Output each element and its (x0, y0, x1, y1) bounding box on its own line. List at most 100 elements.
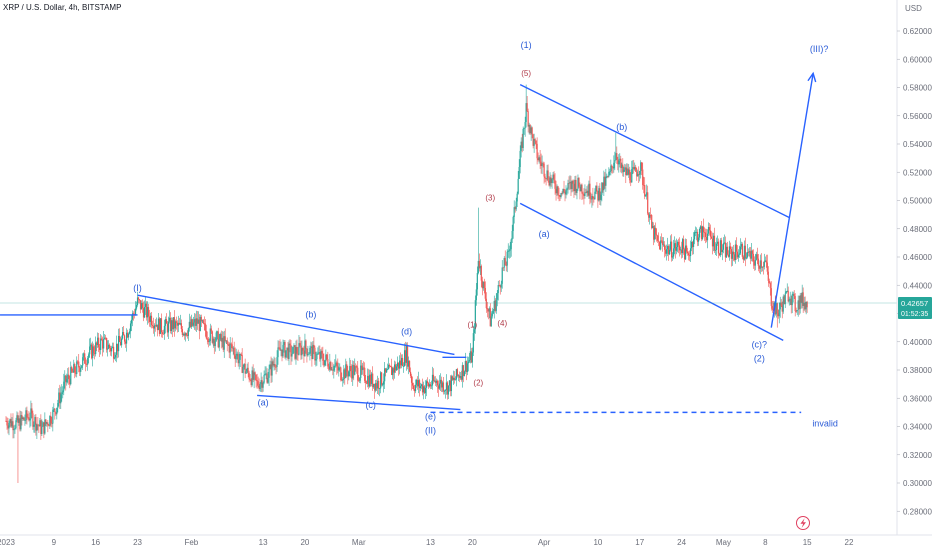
candle-body (319, 352, 321, 360)
candle-body (38, 425, 40, 427)
candle-body (765, 260, 767, 263)
candle-body (724, 242, 727, 258)
candle-body (347, 371, 349, 377)
candle-body (514, 207, 516, 210)
candle-body (629, 169, 631, 181)
candle-body (692, 239, 695, 248)
candle-body (492, 310, 494, 314)
candle-body (116, 343, 118, 355)
candle-body (593, 198, 595, 200)
candle-body (335, 362, 337, 366)
candle-body (361, 365, 363, 371)
candle-body (688, 255, 691, 257)
candle-body (357, 367, 359, 381)
candle-body (416, 379, 419, 387)
candle-body (782, 296, 784, 312)
candle-body (738, 253, 740, 255)
candle-body (463, 371, 465, 376)
candle-body (642, 169, 644, 186)
candle-body (311, 346, 313, 360)
trendline[interactable] (257, 394, 461, 411)
price-axis[interactable]: USD 0.280000.300000.320000.340000.360000… (896, 0, 932, 550)
candle-body (401, 357, 404, 367)
candle-body (585, 192, 587, 194)
candle-body (680, 249, 683, 254)
y-tick-label: 0.54000 (903, 140, 932, 149)
candle-body (251, 370, 253, 386)
candle-body (313, 344, 315, 348)
candle-body (627, 168, 629, 175)
trendline[interactable] (519, 202, 784, 341)
candle-body (693, 232, 696, 240)
candle-body (320, 350, 322, 360)
candle-body (326, 354, 328, 360)
candle-body (748, 251, 750, 253)
wave-label: (II) (425, 426, 436, 436)
candle-body (288, 343, 290, 359)
x-tick-label: 15 (803, 538, 812, 547)
candle-body (591, 195, 593, 200)
candle-body (696, 231, 699, 242)
candle-body (559, 195, 561, 197)
candle-body (221, 337, 223, 342)
candle-body (285, 350, 287, 358)
candle-body (639, 170, 641, 175)
candle-body (217, 331, 219, 348)
candle-body (606, 175, 608, 177)
candle-body (419, 386, 422, 389)
trendline[interactable] (137, 294, 455, 356)
candle-body (459, 376, 461, 378)
candle-body (21, 415, 23, 420)
candle-body (750, 250, 752, 259)
candle-body (149, 315, 152, 322)
projection-arrow[interactable] (770, 73, 814, 328)
trendline[interactable] (519, 84, 790, 219)
lightning-icon[interactable] (796, 516, 810, 530)
candle-body (753, 261, 755, 266)
candle-body (420, 384, 423, 387)
candle-body (729, 246, 732, 250)
candle-body (554, 180, 556, 189)
candle-body (695, 231, 698, 233)
symbol-title: XRP / U.S. Dollar, 4h, BITSTAMP (3, 3, 121, 12)
candle-body (132, 313, 135, 315)
candle-body (369, 374, 371, 387)
candle-body (190, 319, 192, 327)
wave-label: (b) (616, 122, 627, 132)
candle-body (466, 363, 468, 373)
candle-body (489, 308, 491, 327)
candle-body (189, 321, 191, 327)
candle-body (437, 385, 440, 389)
candle-body (632, 167, 634, 170)
candle-body (473, 329, 475, 334)
candle-body (566, 188, 568, 191)
candle-body (799, 295, 801, 310)
candle-body (480, 266, 482, 281)
candle-body (37, 424, 39, 426)
candle-body (79, 367, 81, 372)
candle-body (589, 183, 591, 199)
candle-body (699, 226, 702, 230)
x-tick-label: 16 (91, 538, 100, 547)
candle-body (611, 165, 613, 167)
time-axis[interactable]: 2023 9 16 23 Feb 13 20 Mar 13 20 Apr 10 17 24 May 8 15 22 (0, 534, 932, 550)
candle-body (550, 177, 552, 184)
candles-layer (5, 84, 808, 483)
candle-body (406, 345, 409, 367)
candle-body (155, 324, 158, 327)
candle-body (468, 359, 470, 362)
candle-body (377, 380, 379, 389)
candle-body (239, 353, 241, 360)
candle-body (448, 380, 451, 386)
candle-body (398, 362, 400, 369)
candle-body (235, 355, 237, 360)
candle-body (794, 296, 796, 312)
y-tick-label: 0.58000 (903, 84, 932, 93)
candle-body (40, 420, 42, 435)
candle-body (453, 377, 456, 381)
candle-body (538, 157, 540, 161)
candle-body (12, 421, 14, 431)
candle-body (344, 369, 346, 379)
